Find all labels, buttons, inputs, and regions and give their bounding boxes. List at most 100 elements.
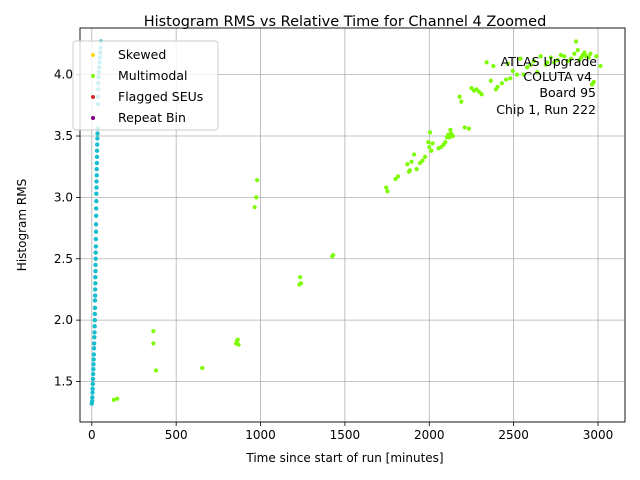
y-tick-label: 4.0 bbox=[54, 68, 73, 82]
data-point-multimodal bbox=[151, 329, 156, 334]
data-point-multimodal bbox=[447, 135, 452, 140]
data-point-multimodal bbox=[466, 126, 472, 131]
data-point-multimodal bbox=[572, 51, 577, 56]
data-point-multimodal bbox=[151, 341, 156, 346]
data-point-cluster bbox=[95, 142, 100, 147]
data-point-multimodal bbox=[514, 72, 520, 77]
data-point-cluster bbox=[93, 213, 99, 218]
data-point-multimodal bbox=[414, 167, 419, 172]
legend: Skewed Multimodal Flagged SEUs Repeat Bi… bbox=[72, 40, 219, 131]
data-point-multimodal bbox=[505, 61, 510, 66]
data-point-cluster bbox=[90, 395, 95, 400]
data-point-cluster bbox=[91, 367, 96, 372]
data-point-cluster bbox=[90, 376, 96, 382]
data-point-multimodal bbox=[488, 78, 493, 83]
data-point-multimodal bbox=[586, 55, 591, 60]
data-point-cluster bbox=[95, 131, 100, 136]
data-point-multimodal bbox=[255, 178, 260, 183]
y-tick-label: 1.5 bbox=[54, 374, 73, 388]
data-point-multimodal bbox=[395, 174, 401, 179]
data-point-multimodal bbox=[426, 140, 431, 145]
data-point-cluster bbox=[90, 381, 96, 387]
data-point-multimodal bbox=[430, 141, 435, 146]
data-point-cluster bbox=[93, 262, 98, 268]
data-point-cluster bbox=[93, 268, 98, 274]
data-point-cluster bbox=[92, 324, 97, 329]
data-point-cluster bbox=[94, 154, 100, 160]
data-point-multimodal bbox=[429, 148, 434, 153]
y-tick-label: 3.0 bbox=[54, 190, 73, 204]
data-point-cluster bbox=[92, 311, 98, 317]
data-point-cluster bbox=[94, 148, 100, 153]
data-point-cluster bbox=[93, 206, 99, 211]
data-point-cluster bbox=[92, 330, 97, 335]
legend-marker-flagged-seus bbox=[91, 95, 95, 99]
annotation-line-4: Chip 1, Run 222 bbox=[496, 102, 596, 117]
data-points bbox=[89, 39, 603, 406]
data-point-cluster bbox=[94, 160, 100, 166]
chart-title: Histogram RMS vs Relative Time for Chann… bbox=[144, 14, 547, 30]
data-point-multimodal bbox=[427, 144, 432, 150]
legend-label-multimodal: Multimodal bbox=[118, 68, 187, 83]
x-tick-label: 2500 bbox=[498, 428, 529, 442]
data-point-multimodal bbox=[573, 39, 579, 44]
plot-frame bbox=[79, 27, 626, 423]
data-point-cluster bbox=[91, 346, 97, 351]
legend-marker-repeat-bin bbox=[91, 116, 95, 120]
data-point-multimodal bbox=[443, 140, 448, 145]
legend-marker-skewed bbox=[91, 53, 95, 57]
data-point-cluster bbox=[91, 362, 96, 367]
data-point-multimodal bbox=[115, 396, 120, 401]
data-point-multimodal bbox=[153, 368, 159, 373]
x-tick-label: 1500 bbox=[330, 428, 361, 442]
data-point-multimodal bbox=[510, 68, 515, 74]
data-point-multimodal bbox=[236, 342, 241, 347]
data-point-multimodal bbox=[555, 57, 560, 63]
data-point-cluster bbox=[92, 298, 98, 303]
legend-marker-multimodal bbox=[91, 74, 95, 78]
data-point-multimodal bbox=[575, 47, 580, 53]
legend-label-repeat-bin: Repeat Bin bbox=[118, 110, 186, 125]
data-point-multimodal bbox=[111, 397, 116, 403]
x-axis-label: Time since start of run [minutes] bbox=[245, 451, 443, 465]
data-point-multimodal bbox=[450, 133, 455, 139]
data-point-cluster bbox=[92, 305, 98, 311]
data-point-multimodal bbox=[422, 154, 428, 159]
annotation-line-1: ATLAS Upgrade bbox=[501, 54, 598, 69]
data-point-multimodal bbox=[525, 65, 530, 70]
data-point-multimodal bbox=[521, 72, 526, 77]
y-tick-label: 2.0 bbox=[54, 313, 73, 327]
legend-label-flagged-seus: Flagged SEUs bbox=[118, 89, 203, 104]
data-point-multimodal bbox=[407, 168, 412, 173]
data-point-multimodal bbox=[588, 51, 593, 56]
data-point-multimodal bbox=[420, 158, 425, 163]
grid bbox=[80, 28, 625, 422]
data-point-multimodal bbox=[568, 56, 574, 61]
data-point-multimodal bbox=[384, 185, 389, 190]
x-tick-label: 500 bbox=[165, 428, 188, 442]
data-point-multimodal bbox=[582, 50, 587, 55]
data-point-cluster bbox=[95, 136, 100, 141]
annotation-block: ATLAS Upgrade COLUTA v4 Board 95 Chip 1,… bbox=[496, 54, 597, 117]
data-point-cluster bbox=[93, 244, 99, 249]
data-point-cluster bbox=[92, 293, 98, 298]
data-point-multimodal bbox=[548, 55, 553, 60]
data-point-cluster bbox=[93, 250, 98, 255]
data-point-cluster bbox=[94, 179, 99, 184]
data-point-cluster bbox=[90, 386, 95, 392]
data-point-multimodal bbox=[562, 54, 567, 59]
data-point-multimodal bbox=[598, 63, 603, 69]
data-point-multimodal bbox=[528, 62, 533, 67]
ticks: 0 500 1000 1500 2000 2500 3000 1.5 2.0 2.5 3.0 3.5 4… bbox=[54, 68, 613, 442]
data-point-cluster bbox=[90, 371, 96, 377]
data-point-multimodal bbox=[462, 125, 467, 130]
x-tick-label: 2000 bbox=[414, 428, 445, 442]
data-point-multimodal bbox=[459, 99, 464, 104]
data-point-multimodal bbox=[508, 76, 513, 81]
data-point-multimodal bbox=[252, 205, 257, 210]
data-point-multimodal bbox=[457, 94, 462, 99]
data-point-multimodal bbox=[591, 79, 596, 85]
data-point-multimodal bbox=[495, 84, 500, 90]
data-point-cluster bbox=[93, 222, 99, 227]
